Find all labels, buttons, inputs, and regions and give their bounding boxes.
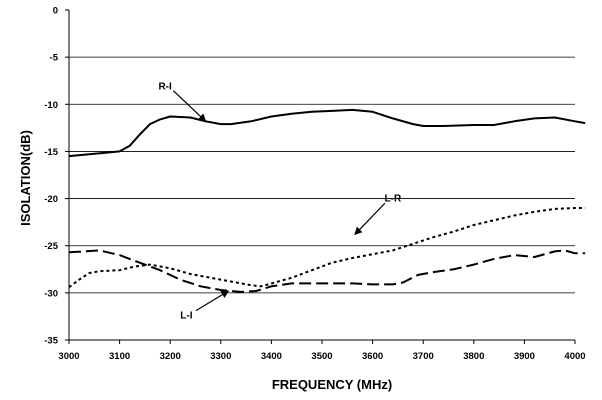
y-tick-label: -30: [44, 288, 58, 299]
y-tick-label: -20: [44, 194, 58, 205]
annotation-label-r-i: R-I: [158, 81, 172, 92]
annotation-arrow-l-r: [354, 202, 386, 236]
annotation-label-l-r: L-R: [385, 194, 402, 205]
x-tick-label: 3500: [311, 351, 332, 362]
x-tick-label: 3400: [261, 351, 282, 362]
x-axis-title: FREQUENCY (MHz): [272, 377, 392, 392]
y-axis-title: ISOLATION(dB): [18, 130, 33, 226]
gridlines: [69, 56, 575, 341]
y-tick-label: -10: [44, 100, 58, 111]
x-tick-label: 3200: [160, 351, 181, 362]
x-tick-label: 3600: [362, 351, 383, 362]
annotation-arrow-l-i: [195, 290, 230, 312]
series-line-l-i: [68, 249, 586, 293]
annotation-label-l-i: L-I: [180, 311, 192, 322]
annotations: R-I L-R L-I: [158, 81, 401, 321]
annotation-arrow-r-i: [172, 90, 207, 122]
x-tick-label: 3700: [413, 351, 434, 362]
x-tick-label: 4000: [564, 351, 585, 362]
x-tick-label: 3900: [514, 351, 535, 362]
x-tick-label: 3800: [463, 351, 484, 362]
y-tick-label: -15: [44, 147, 58, 158]
y-tick-label: 0: [53, 6, 58, 17]
y-tick-label: -25: [44, 241, 58, 252]
series-lines: [68, 108, 586, 293]
series-line-r-i: [68, 108, 586, 158]
series-line-l-r: [68, 207, 586, 289]
y-tick-label: -5: [50, 53, 59, 64]
y-tick-label: -35: [44, 336, 58, 347]
x-tick-label: 3300: [210, 351, 231, 362]
x-tick-label: 3000: [58, 351, 79, 362]
x-tick-label: 3100: [109, 351, 130, 362]
